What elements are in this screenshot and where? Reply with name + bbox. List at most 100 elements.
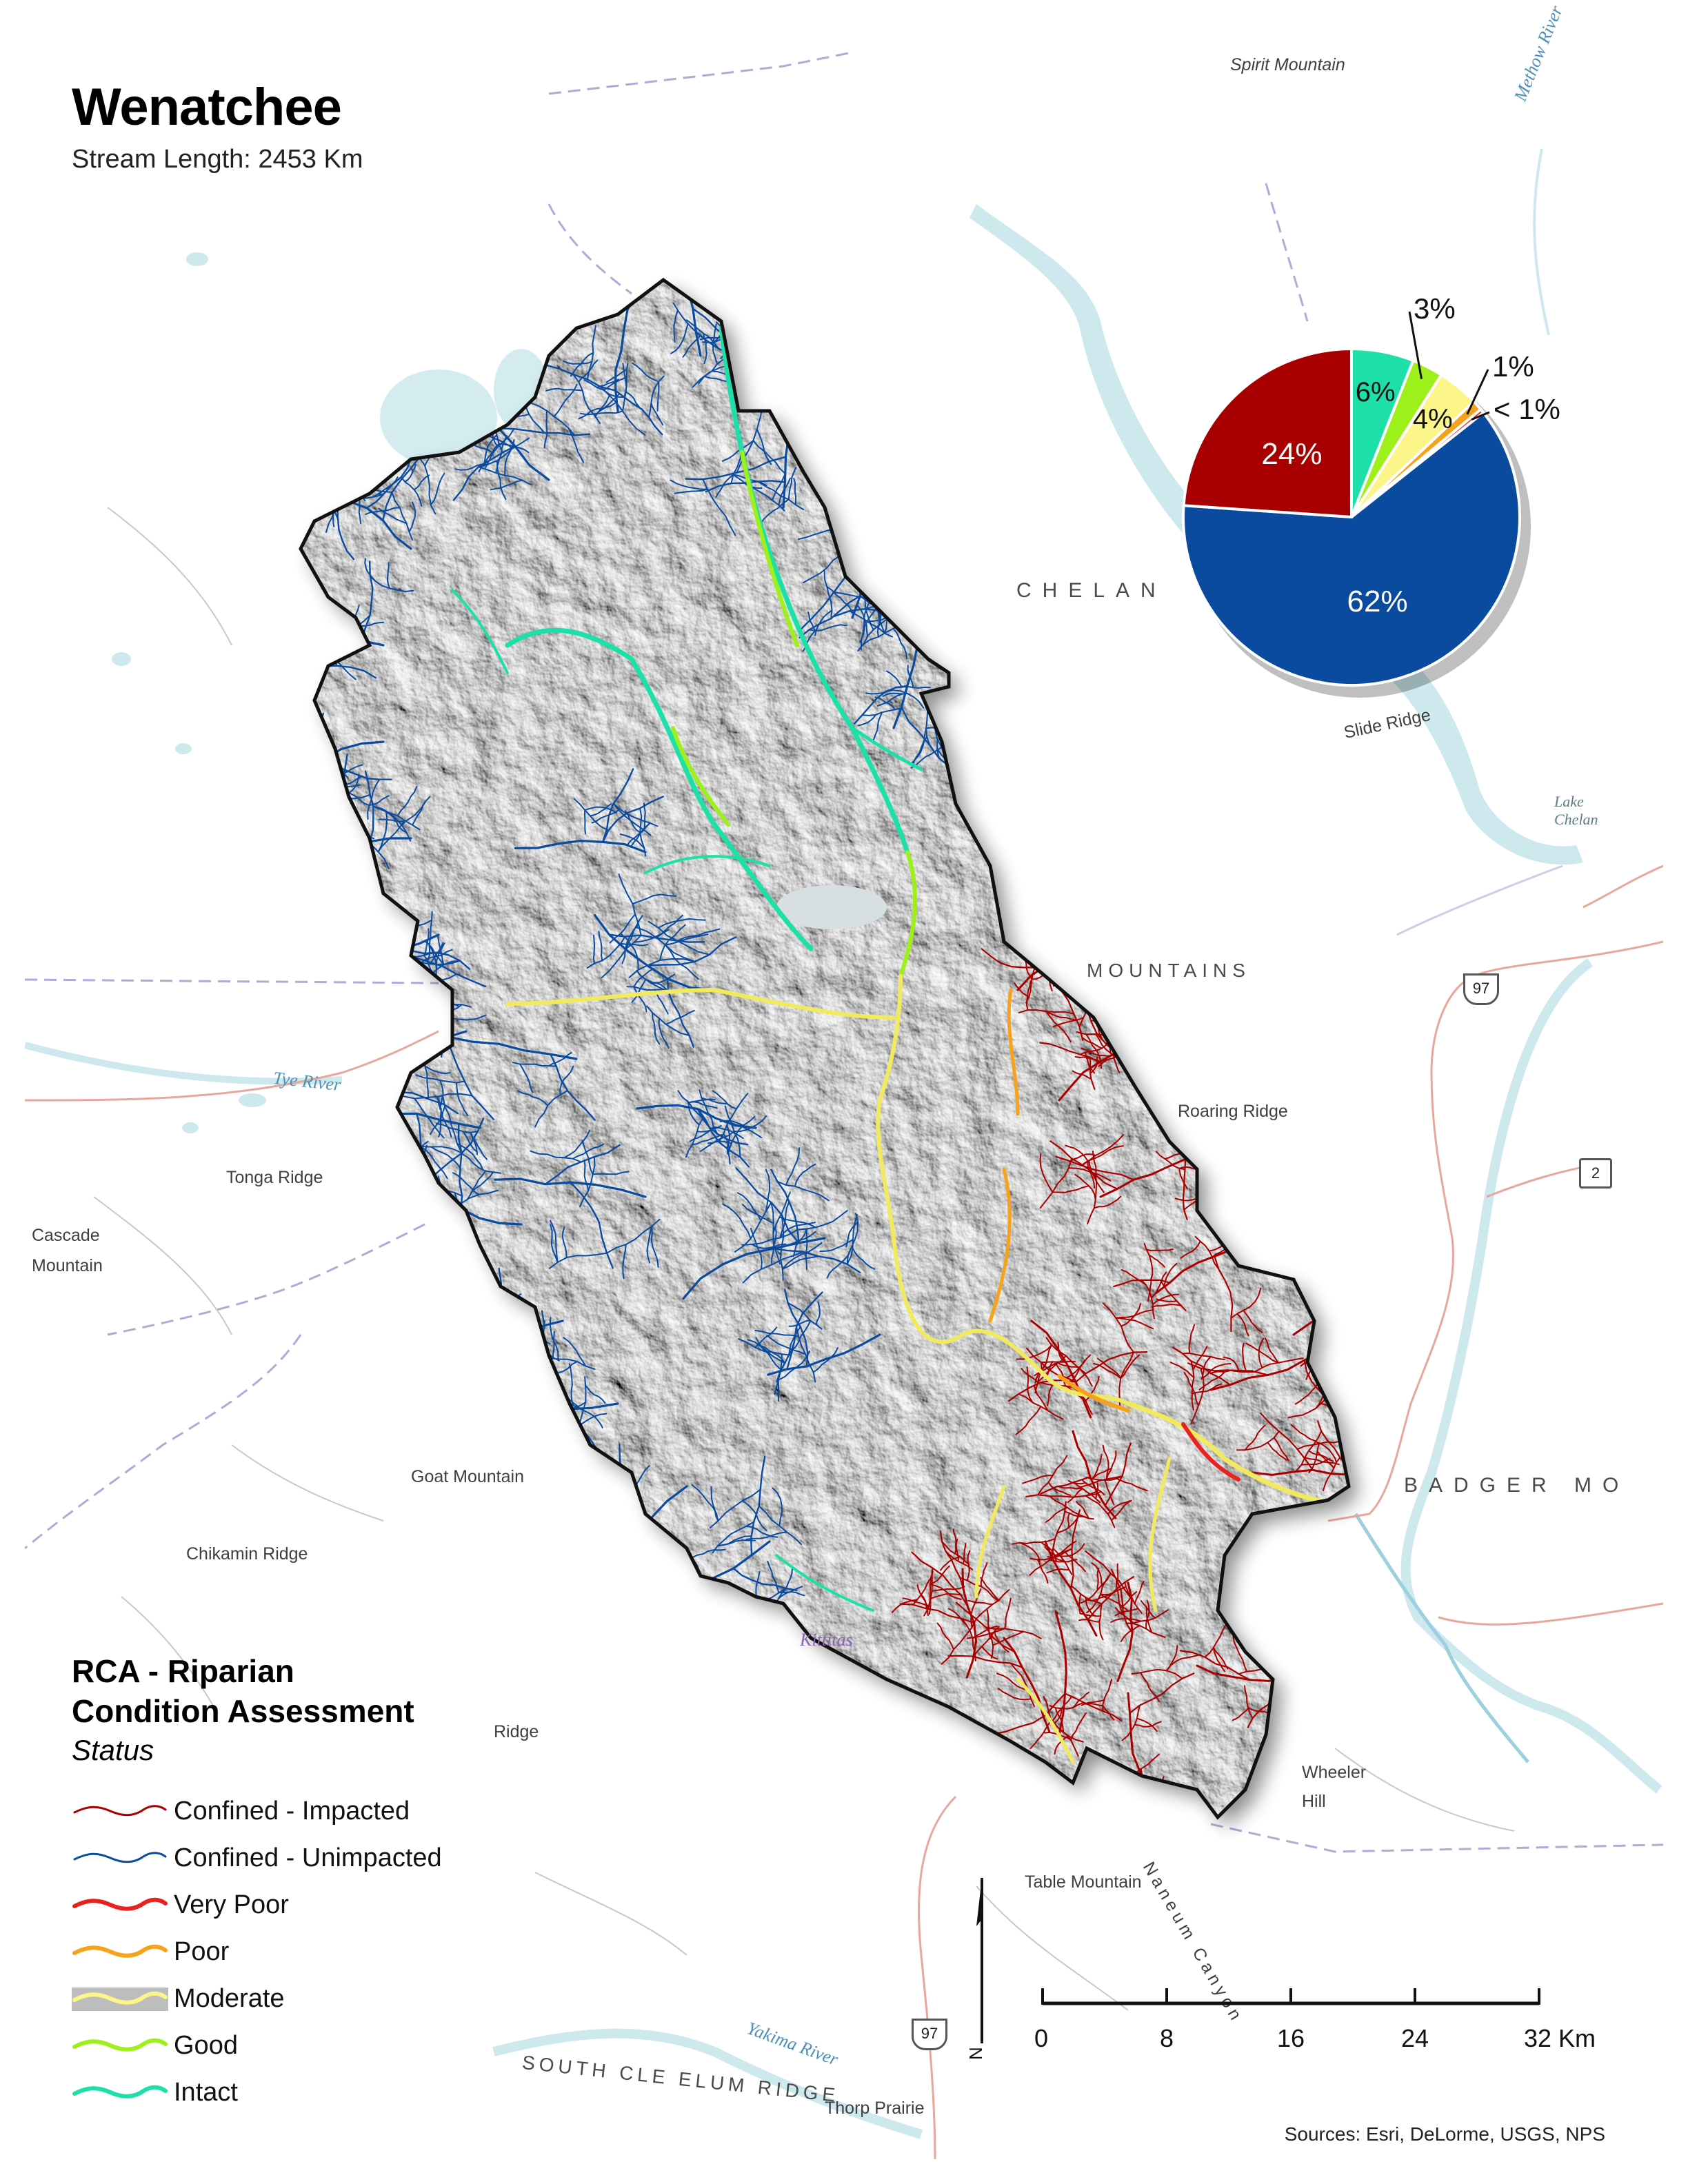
stream-segment [1200, 1355, 1212, 1380]
main-stem [898, 850, 917, 978]
stream-segment [1033, 1384, 1049, 1412]
stream-segment [238, 654, 283, 676]
label-spirit-mountain: Spirit Mountain [1230, 55, 1345, 74]
stream-segment [302, 731, 330, 753]
stream-segment [996, 1672, 1029, 1692]
stream-segment [822, 414, 839, 442]
status-pie-chart: 6% 3% 4% 1% < 1% 62% 24% [1182, 292, 1560, 698]
stream-segment [645, 978, 667, 991]
stream-segment [1046, 1568, 1070, 1574]
stream-segment [1136, 1717, 1158, 1732]
stream-segment [632, 893, 677, 904]
stream-segment [947, 755, 996, 759]
stream-segment [1123, 1023, 1149, 1040]
stream-segment [781, 1231, 816, 1248]
stream-segment [569, 1363, 574, 1406]
stream-segment [1040, 1362, 1060, 1374]
stream-segment [428, 987, 445, 1015]
stream-segment [1330, 1336, 1349, 1350]
stream-segment [1065, 1144, 1089, 1162]
stream-segment [477, 1326, 491, 1362]
stream-segment [304, 782, 345, 822]
stream-segment [819, 1239, 854, 1253]
stream-segment [719, 1588, 734, 1615]
stream-segment [1258, 1337, 1265, 1368]
stream-segment [665, 1577, 690, 1584]
stream-segment [514, 840, 647, 853]
main-stem [850, 726, 923, 771]
stream-segment [550, 1224, 559, 1264]
stream-segment [423, 1182, 432, 1213]
stream-segment [1093, 1362, 1122, 1379]
stream-segment [310, 727, 322, 754]
stream-segment [274, 604, 294, 635]
stream-segment [710, 1486, 719, 1522]
stream-segment [1069, 1712, 1087, 1741]
stream-segment [722, 1203, 752, 1240]
stream-segment [582, 1409, 603, 1428]
stream-segment [719, 1120, 744, 1126]
stream-segment [865, 689, 894, 695]
stream-segment [474, 1326, 479, 1362]
legend-title-line1: RCA - Riparian [72, 1653, 294, 1689]
stream-segment [627, 1524, 640, 1575]
stream-segment [779, 1216, 816, 1228]
stream-segment [665, 944, 699, 980]
stream-segment [296, 750, 299, 792]
stream-segment [1105, 1450, 1117, 1480]
stream-segment [779, 1201, 790, 1239]
stream-segment [303, 645, 319, 676]
stream-segment [721, 440, 754, 462]
stream-segment [301, 770, 319, 787]
stream-segment [1056, 1514, 1081, 1534]
legend-swatch [72, 2038, 168, 2052]
stream-segment [980, 1561, 988, 1588]
stream-segment [936, 1622, 954, 1650]
highway-shield-2: 2 [1579, 1158, 1612, 1189]
stream-segment [766, 1335, 807, 1355]
legend-swatch [72, 2085, 168, 2099]
stream-segment [490, 479, 523, 491]
admin-boundaries [25, 51, 1663, 1853]
stream-segment [1223, 1356, 1240, 1371]
stream-segment [1242, 1342, 1247, 1372]
stream-segment [713, 1126, 744, 1140]
stream-segment [1115, 1309, 1154, 1319]
stream-segment [1147, 1273, 1154, 1302]
stream-segment [1236, 1313, 1249, 1337]
legend-swatch [73, 1852, 167, 1863]
stream-segment [609, 913, 636, 944]
main-stem [644, 855, 771, 874]
stream-segment [730, 1122, 763, 1138]
stream-segment [456, 1143, 484, 1171]
stream-segment [1043, 1696, 1052, 1722]
stream-segment [1338, 1324, 1349, 1362]
stream-segment [514, 1341, 541, 1349]
label-badger: BADGER MO [1404, 1474, 1630, 1497]
stream-segment [1126, 979, 1132, 1021]
stream-segment [738, 294, 754, 360]
stream-segment [691, 1548, 726, 1559]
stream-segment [1015, 1406, 1042, 1435]
stream-segment [1034, 1362, 1043, 1394]
main-stem [505, 627, 814, 951]
stream-segment [301, 791, 306, 798]
stream-segment [326, 789, 337, 828]
stream-segment [417, 1236, 428, 1276]
stream-segment [1074, 1173, 1096, 1200]
main-stem [505, 988, 896, 1020]
stream-segment [1090, 1013, 1152, 1022]
stream-segment [490, 1351, 510, 1375]
stream-segment [874, 696, 896, 711]
stream-segment [516, 1090, 549, 1106]
stream-segment [605, 1501, 636, 1508]
legend-label: Moderate [174, 1983, 285, 2013]
stream-segment [301, 712, 325, 774]
label-tonga-ridge: Tonga Ridge [226, 1168, 323, 1187]
stream-segment [579, 1156, 596, 1208]
stream-segment [947, 1608, 967, 1626]
stream-segment [591, 809, 620, 824]
stream-segment [980, 1577, 1000, 1601]
stream-segment [543, 410, 548, 449]
stream-segment [421, 991, 435, 1018]
